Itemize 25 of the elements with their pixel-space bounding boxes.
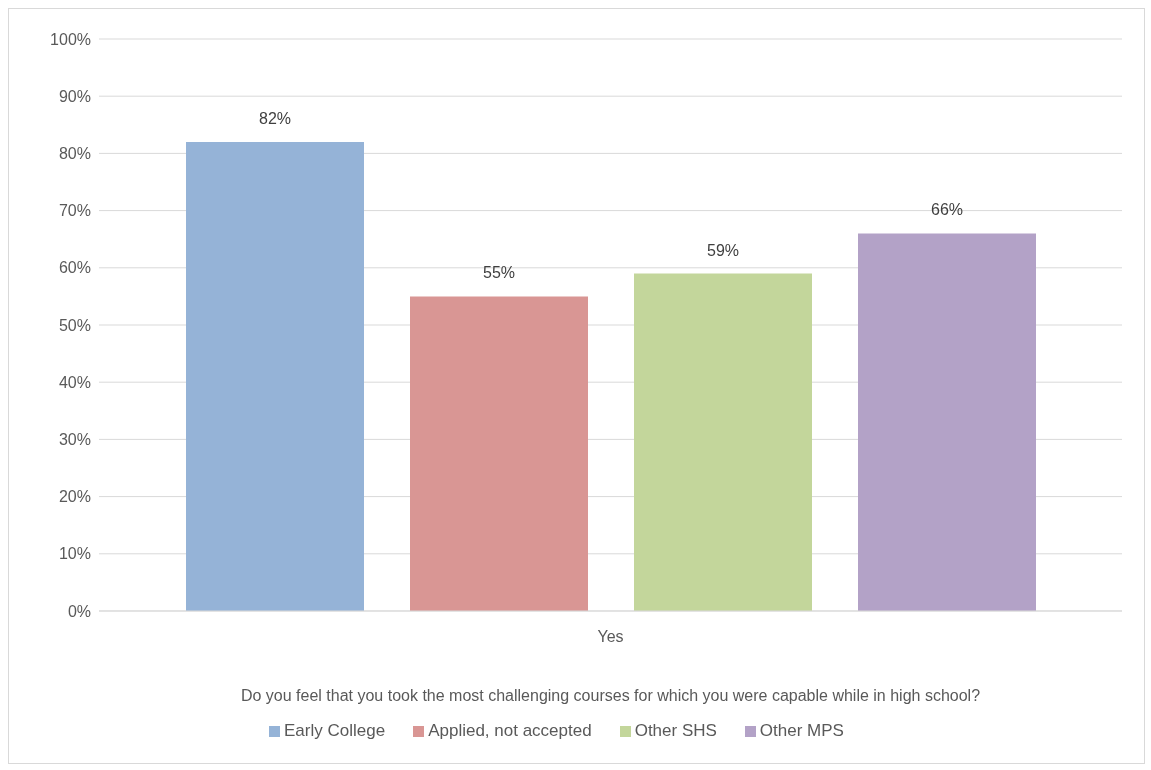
y-tick-label: 70%: [58, 202, 91, 220]
y-tick-label: 90%: [58, 87, 91, 105]
legend-label: Other SHS: [634, 721, 717, 740]
y-tick-label: 10%: [58, 545, 91, 563]
data-label: 59%: [706, 241, 740, 259]
bar: [634, 273, 812, 611]
data-label: 55%: [482, 264, 516, 282]
y-tick-label: 20%: [58, 488, 91, 506]
data-label: 66%: [930, 201, 964, 219]
y-tick-label: 100%: [50, 30, 91, 48]
y-tick-label: 80%: [58, 145, 91, 163]
legend-label: Early College: [284, 721, 386, 740]
bar: [410, 296, 588, 611]
x-axis-title: Do you feel that you took the most challenging courses for which you were capable while in high school?: [240, 687, 981, 704]
y-tick-label: 50%: [58, 316, 91, 334]
y-tick-label: 30%: [58, 431, 91, 449]
legend-label: Other MPS: [759, 721, 844, 740]
bar: [186, 141, 364, 611]
data-label: 82%: [258, 109, 292, 127]
y-tick-label: 40%: [58, 373, 91, 391]
x-tick-label: Yes: [597, 628, 624, 646]
y-tick-label: 60%: [58, 259, 91, 277]
bar: [858, 233, 1036, 611]
y-tick-label: 0%: [67, 602, 91, 620]
legend-label: Applied, not accepted: [428, 721, 592, 740]
